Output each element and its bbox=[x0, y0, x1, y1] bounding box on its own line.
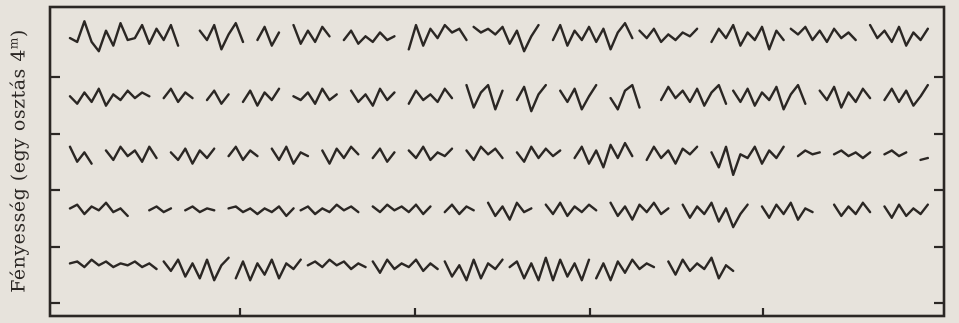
light-curve-segment bbox=[883, 149, 908, 158]
light-curve-segment bbox=[198, 22, 245, 51]
light-curve-segment bbox=[184, 205, 216, 214]
light-curve-row-5 bbox=[68, 256, 735, 282]
light-curve-segment bbox=[443, 203, 475, 216]
light-curve-segment bbox=[832, 201, 872, 218]
light-curve-segment bbox=[515, 145, 562, 163]
light-curve-segment bbox=[832, 149, 872, 160]
light-curve-segment bbox=[68, 20, 180, 53]
axis-ticks bbox=[50, 75, 944, 316]
light-curve-segment bbox=[760, 201, 814, 221]
light-curve-segment bbox=[659, 83, 728, 107]
light-curve-segment bbox=[486, 201, 533, 221]
light-curve-segment bbox=[299, 203, 360, 216]
light-curve-row-1 bbox=[68, 20, 929, 53]
light-curve-segment bbox=[371, 258, 439, 274]
light-curve-segment bbox=[883, 203, 929, 219]
light-curve-segment bbox=[148, 205, 173, 214]
light-curve-segment bbox=[868, 23, 929, 47]
light-curve-row-2 bbox=[68, 83, 929, 113]
light-curve-segment bbox=[227, 205, 295, 218]
light-curve-rows bbox=[68, 20, 929, 282]
light-curve-segment bbox=[465, 145, 504, 162]
light-curve-segment bbox=[472, 23, 540, 53]
light-curve-segment bbox=[573, 141, 634, 169]
light-curve-segment bbox=[544, 201, 598, 218]
light-curve-segment bbox=[162, 87, 194, 104]
light-curve-segment bbox=[241, 87, 281, 107]
light-curve-segment bbox=[681, 201, 749, 229]
light-curve-segment bbox=[407, 23, 468, 51]
light-curve-segment bbox=[883, 83, 929, 107]
light-curve-segment bbox=[789, 25, 857, 44]
light-curve-segment bbox=[609, 201, 670, 221]
light-curve-segment bbox=[559, 83, 598, 111]
light-curve-segment bbox=[609, 83, 641, 111]
light-curve-segment bbox=[645, 145, 699, 165]
light-curve-segment bbox=[349, 87, 396, 107]
light-curve-segment bbox=[710, 23, 785, 51]
light-curve-segment bbox=[104, 145, 158, 163]
light-curve-segment bbox=[667, 256, 735, 280]
light-curve-segment bbox=[162, 256, 230, 282]
light-curve-segment bbox=[407, 87, 454, 105]
light-curve-segment bbox=[68, 201, 129, 218]
light-curve-segment bbox=[68, 145, 93, 165]
light-curve-segment bbox=[68, 87, 151, 107]
light-curve-segment bbox=[292, 87, 338, 105]
light-curve-segment bbox=[515, 83, 547, 113]
light-curve-segment bbox=[371, 203, 432, 216]
light-curve-segment bbox=[234, 258, 302, 282]
light-curve-segment bbox=[465, 83, 504, 111]
light-curve-segment bbox=[205, 89, 230, 105]
light-curve-segment bbox=[227, 145, 259, 162]
light-curve-segment bbox=[169, 147, 216, 165]
light-curve-segment bbox=[292, 23, 331, 45]
light-curve-segment bbox=[595, 258, 656, 282]
light-curve-segment bbox=[321, 145, 360, 165]
light-curve-segment bbox=[407, 145, 454, 162]
light-curve-row-4 bbox=[68, 201, 929, 229]
light-curve-segment bbox=[732, 83, 807, 111]
plot-frame bbox=[48, 5, 946, 318]
light-curve-segment bbox=[919, 156, 929, 162]
light-curve-segment bbox=[68, 258, 158, 271]
light-curve-row-3 bbox=[68, 141, 929, 177]
light-curve-segment bbox=[710, 145, 785, 177]
light-curve-segment bbox=[371, 147, 396, 163]
light-curve-segment bbox=[796, 149, 821, 158]
light-curve-segment bbox=[508, 256, 591, 282]
light-curve-segment bbox=[551, 22, 634, 51]
light-curve-segment bbox=[342, 29, 396, 45]
plot-border bbox=[48, 5, 946, 318]
light-curve-segment bbox=[306, 258, 367, 271]
light-curve-segment bbox=[443, 258, 504, 282]
light-curve-segment bbox=[638, 27, 699, 44]
light-curve-segment bbox=[256, 25, 281, 47]
light-curve-segment bbox=[818, 85, 872, 109]
light-curve-segment bbox=[270, 145, 310, 165]
